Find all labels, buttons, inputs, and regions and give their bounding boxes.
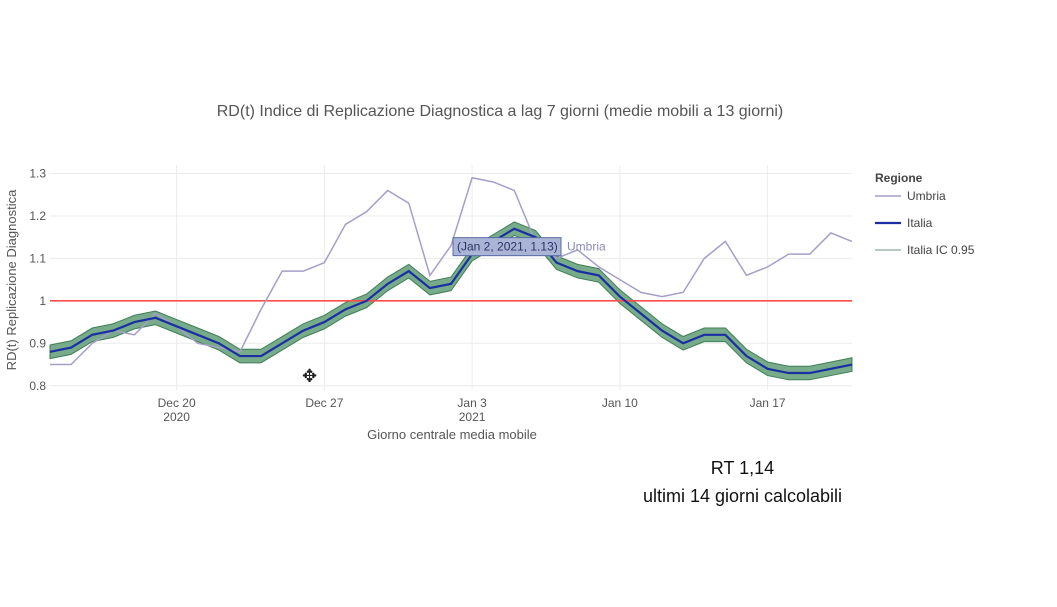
x-tick-label: Dec 27 [305,396,343,410]
legend-label: Umbria [907,189,946,203]
y-axis-label: RD(t) Replicazione Diagnostica [4,189,19,370]
x-tick-label: Jan 10 [602,396,638,410]
hover-label-box [452,237,562,257]
legend-label: Italia [907,216,933,230]
y-tick-label: 0.8 [29,379,46,393]
y-tick-label: 1 [39,294,46,308]
hover-label-series: Umbria [567,240,606,254]
x-tick-label: Dec 20 [158,396,196,410]
y-tick-label: 1.1 [29,251,46,265]
caption-rt: RT 1,14 [710,458,775,478]
legend-title: Regione [875,171,923,185]
x-tick-year-label: 2021 [459,410,486,424]
x-tick-year-label: 2020 [163,410,190,424]
move-cursor-icon: ✥ [302,366,318,386]
y-tick-label: 1.3 [29,166,46,180]
caption-subtitle: ultimi 14 giorni calcolabili [642,486,843,506]
series-line-italia [49,227,853,375]
series-line-umbria [50,176,853,366]
legend-label: Italia IC 0.95 [907,243,975,257]
x-axis-label: Giorno centrale media mobile [367,427,537,442]
hover-label-text: (Jan 2, 2021, 1.13) [457,240,558,254]
y-tick-label: 1.2 [29,209,46,223]
x-tick-label: Jan 3 [457,396,487,410]
series-italia-ic-band [49,221,853,381]
x-tick-label: Jan 17 [750,396,786,410]
chart-title: RD(t) Indice di Replicazione Diagnostica… [216,103,784,120]
y-tick-label: 0.9 [29,336,46,350]
